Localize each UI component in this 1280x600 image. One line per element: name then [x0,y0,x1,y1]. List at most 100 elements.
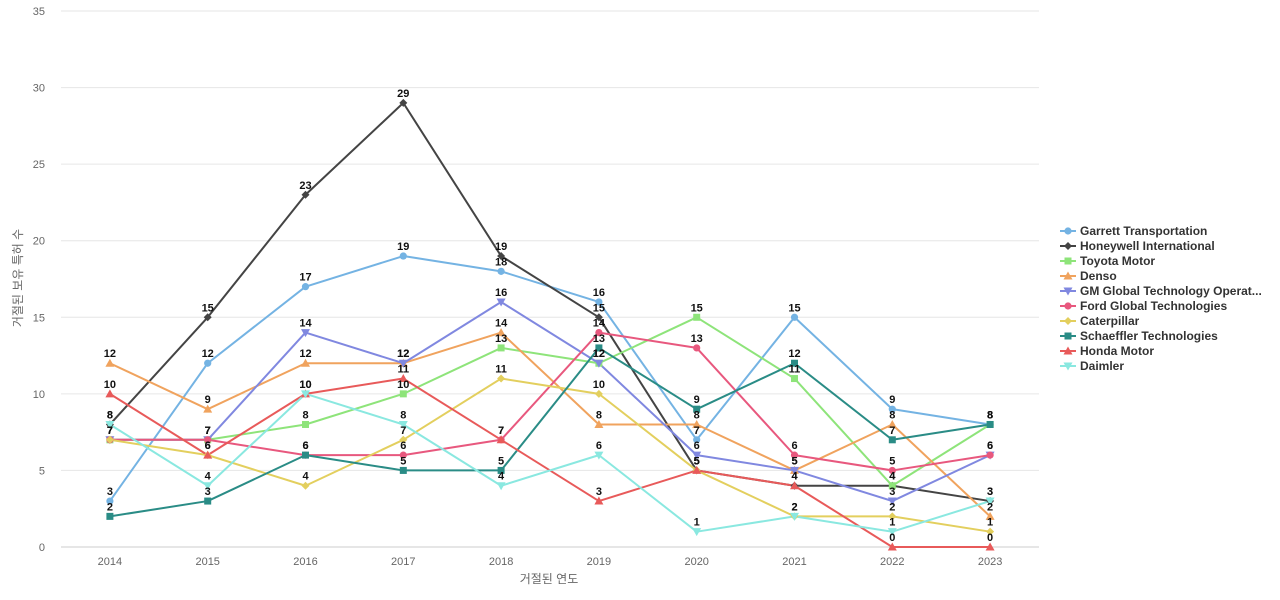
data-point-marker [888,482,896,490]
data-label: 5 [498,455,504,467]
data-label: 13 [495,333,507,345]
legend-swatch-marker [1064,332,1072,339]
legend-item[interactable]: Honeywell International [1060,238,1275,253]
data-point-marker [301,390,310,399]
legend-label: Honeywell International [1080,238,1215,253]
y-tick-label: 25 [33,159,45,171]
series-line [109,392,991,533]
legend-swatch-marker [1064,257,1072,264]
legend-swatch-marker [1063,362,1073,370]
data-label: 10 [104,379,116,391]
data-point-marker [399,435,408,444]
x-tick-label: 2020 [684,556,708,568]
data-point-marker [204,436,212,444]
data-point-marker [399,451,407,459]
data-point-marker [692,419,702,428]
data-label: 3 [205,486,211,498]
data-label: 8 [987,409,993,421]
data-point-marker [203,482,213,491]
data-point-marker [399,466,407,474]
data-label: 4 [889,471,896,483]
x-tick-label: 2018 [489,556,513,568]
legend-item[interactable]: Ford Global Technologies [1060,298,1275,313]
data-label: 1 [889,517,895,529]
legend-swatch [1060,316,1076,325]
data-label: 3 [596,486,602,498]
x-tick-label: 2017 [391,556,415,568]
legend-item[interactable]: Daimler [1060,358,1275,373]
data-label: 12 [202,348,214,360]
data-label: 6 [302,440,308,452]
data-label: 12 [397,348,409,360]
series-line [109,300,991,503]
data-point-marker [301,283,310,291]
legend-label: Denso [1080,268,1117,283]
data-point-marker [105,389,115,398]
legend-item[interactable]: Caterpillar [1060,313,1275,328]
legend-item[interactable]: Denso [1060,268,1275,283]
legend-item[interactable]: Honda Motor [1060,343,1275,358]
data-point-marker [595,344,603,352]
data-point-marker [497,344,505,352]
data-label: 8 [596,409,602,421]
data-point-marker [594,451,604,460]
data-label: 0 [889,532,895,544]
data-point-marker [986,527,995,536]
data-label: 2 [889,501,895,513]
legend-item[interactable]: Garrett Transportation [1060,223,1275,238]
legend-item[interactable]: Toyota Motor [1060,253,1275,268]
data-label: 7 [107,425,113,437]
data-label: 6 [987,440,993,452]
data-point-marker [887,542,897,551]
data-label: 19 [397,241,409,253]
data-point-marker [595,329,603,337]
legend-swatch [1060,241,1076,250]
data-label: 6 [302,440,308,452]
x-tick-label: 2015 [195,556,219,568]
data-point-marker [888,466,896,475]
data-label: 3 [889,486,895,498]
data-label: 8 [889,409,895,421]
data-point-marker [693,405,701,413]
data-point-marker [693,344,701,352]
x-tick-label: 2021 [782,556,806,568]
data-label: 7 [400,425,406,437]
data-label: 7 [107,425,113,437]
x-tick-label: 2022 [880,556,904,568]
data-label: 7 [205,425,211,437]
data-label: 8 [107,409,113,421]
data-label: 4 [498,471,505,483]
data-point-marker [790,451,799,459]
legend-label: GM Global Technology Operat... [1080,283,1262,298]
legend-label: Caterpillar [1080,313,1140,328]
data-point-marker [301,329,310,338]
y-tick-label: 15 [33,312,45,324]
data-label: 17 [299,272,311,284]
data-label: 5 [400,455,406,467]
legend-item[interactable]: Schaeffler Technologies [1060,328,1275,343]
data-point-marker [594,313,603,322]
series-line [109,316,991,487]
data-label: 6 [400,440,406,452]
data-label: 14 [299,318,312,330]
data-point-marker [204,359,212,367]
data-point-marker [301,358,310,367]
data-point-marker [497,466,505,474]
legend-label: Honda Motor [1080,343,1154,358]
data-label: 16 [593,287,605,299]
data-label: 12 [299,348,311,360]
data-label: 9 [889,394,895,406]
data-label: 7 [889,425,895,437]
data-label: 4 [302,471,309,483]
data-label: 0 [987,532,993,544]
data-point-marker [105,435,114,444]
y-tick-label: 10 [33,389,45,401]
data-label: 11 [397,364,409,376]
data-label: 18 [495,256,507,268]
legend-item[interactable]: GM Global Technology Operat... [1060,283,1275,298]
data-point-marker [203,313,212,322]
series-markers [105,98,995,551]
data-point-marker [985,497,995,506]
legend-swatch-marker [1064,226,1072,235]
